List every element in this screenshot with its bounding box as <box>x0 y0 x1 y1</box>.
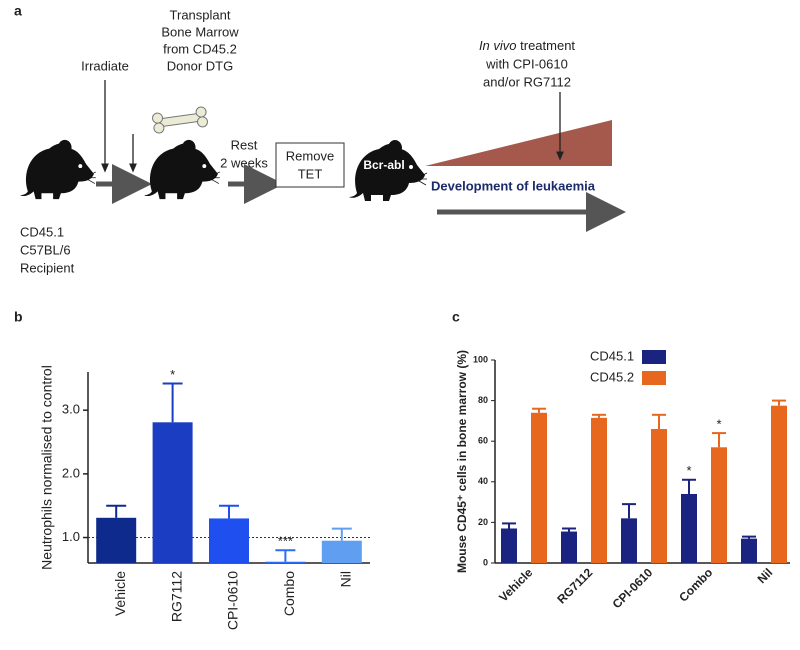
x-tick-label: RG7112 <box>168 571 184 622</box>
x-tick-label: RG7112 <box>554 565 595 606</box>
legend-swatch <box>642 350 666 364</box>
step-label: Transplant <box>170 7 231 22</box>
step-box <box>275 142 345 188</box>
bar <box>152 422 193 563</box>
step-label: treatment <box>517 38 576 53</box>
bar <box>711 447 727 563</box>
significance-label: * <box>716 417 721 432</box>
legend-label: CD45.1 <box>590 348 634 363</box>
x-tick-label: Combo <box>676 565 715 604</box>
mouse-icon <box>19 139 96 200</box>
bar <box>531 412 547 563</box>
recipient-label: C57BL/6 <box>20 242 71 257</box>
bar <box>651 429 667 563</box>
x-tick-label: Nil <box>755 565 776 586</box>
mouse-label: Bcr-abl <box>363 158 404 172</box>
bar <box>681 493 697 563</box>
y-tick-label: 20 <box>478 517 488 527</box>
x-tick-label: CPI-0610 <box>610 565 656 611</box>
bone-icon <box>152 106 208 134</box>
legend-label: CD45.2 <box>590 369 634 384</box>
step-label: Bone Marrow <box>161 24 239 39</box>
recipient-label: Recipient <box>20 260 75 275</box>
x-tick-label: CPI-0610 <box>225 571 241 630</box>
step-label: Development of leukaemia <box>431 178 596 193</box>
x-tick-label: Vehicle <box>496 565 535 604</box>
bar <box>771 405 787 563</box>
bar <box>321 540 362 563</box>
y-tick-label: 60 <box>478 436 488 446</box>
panel-label: b <box>14 309 23 325</box>
y-tick-label: 2.0 <box>62 465 80 480</box>
step-label: In vivo treatment <box>479 38 575 53</box>
step-label: TET <box>298 166 323 181</box>
bar <box>501 528 517 563</box>
x-tick-label: Vehicle <box>112 571 128 616</box>
y-tick-label: 40 <box>478 476 488 486</box>
step-label: 2 weeks <box>220 155 268 170</box>
y-tick-label: 80 <box>478 395 488 405</box>
x-tick-label: Nil <box>338 571 354 587</box>
step-label: from CD45.2 <box>163 41 237 56</box>
bar <box>591 417 607 563</box>
y-tick-label: 1.0 <box>62 529 80 544</box>
step-label: In vivo <box>479 38 517 53</box>
significance-label: * <box>170 367 175 382</box>
bar <box>561 531 577 563</box>
step-label: and/or RG7112 <box>483 74 571 89</box>
recipient-label: CD45.1 <box>20 224 64 239</box>
bar <box>265 561 306 563</box>
bar <box>96 517 137 563</box>
step-label: Remove <box>286 148 334 163</box>
panel-label: c <box>452 309 460 325</box>
bar <box>209 518 249 563</box>
significance-label: * <box>686 463 691 478</box>
x-tick-label: Combo <box>281 571 297 616</box>
step-label: with CPI-0610 <box>485 56 568 71</box>
y-tick-label: 3.0 <box>62 402 80 417</box>
panel-label: a <box>14 3 22 19</box>
y-tick-label: 100 <box>473 354 488 364</box>
y-tick-label: 0 <box>483 557 488 567</box>
significance-label: *** <box>278 534 293 549</box>
bar <box>741 538 757 563</box>
bar <box>621 518 637 563</box>
y-axis-label: Mouse CD45⁺ cells in bone marrow (%) <box>455 350 469 573</box>
y-axis-label: Neutrophils normalised to control <box>39 365 55 570</box>
step-label: Donor DTG <box>167 58 233 73</box>
step-label: Irradiate <box>81 58 129 73</box>
treatment-wedge <box>425 120 612 166</box>
step-label: Rest <box>231 137 258 152</box>
mouse-icon <box>143 139 220 200</box>
legend-swatch <box>642 371 666 385</box>
